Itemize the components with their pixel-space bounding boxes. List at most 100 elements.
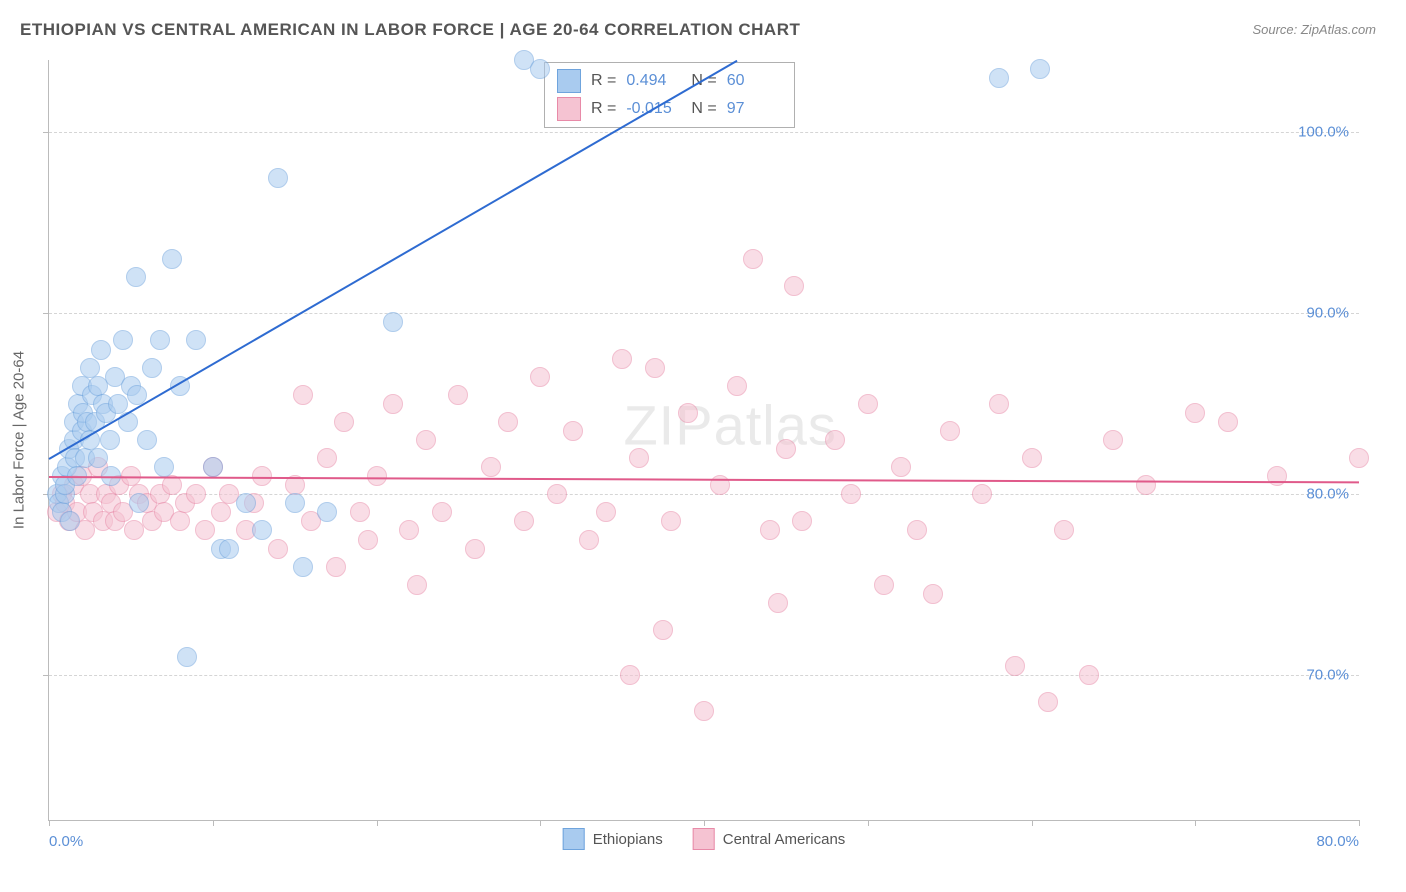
source-attribution: Source: ZipAtlas.com [1252,22,1376,37]
data-point [1103,430,1123,450]
data-point [743,249,763,269]
data-point [91,340,111,360]
data-point [760,520,780,540]
data-point [80,358,100,378]
data-point [162,249,182,269]
data-point [203,457,223,477]
data-point [923,584,943,604]
x-tick [704,820,705,826]
data-point [530,367,550,387]
data-point [907,520,927,540]
data-point [1136,475,1156,495]
data-point [416,430,436,450]
data-point [186,330,206,350]
data-point [989,394,1009,414]
data-point [88,448,108,468]
data-point [612,349,632,369]
data-point [350,502,370,522]
data-point [383,394,403,414]
data-point [465,539,485,559]
data-point [126,267,146,287]
y-axis-title: In Labor Force | Age 20-64 [11,351,28,529]
trend-line [49,476,1359,483]
gridline [49,132,1359,133]
stats-swatch-central-americans [557,97,581,121]
data-point [211,502,231,522]
data-point [326,557,346,577]
data-point [530,59,550,79]
data-point [940,421,960,441]
data-point [1038,692,1058,712]
data-point [448,385,468,405]
data-point [236,493,256,513]
data-point [383,312,403,332]
legend-label: Ethiopians [593,831,663,848]
data-point [137,430,157,450]
data-point [268,539,288,559]
data-point [727,376,747,396]
data-point [186,484,206,504]
data-point [1030,59,1050,79]
x-axis-max-label: 80.0% [1316,833,1359,850]
x-tick [213,820,214,826]
data-point [317,502,337,522]
data-point [252,520,272,540]
data-point [170,511,190,531]
data-point [1054,520,1074,540]
data-point [645,358,665,378]
data-point [124,520,144,540]
data-point [108,394,128,414]
data-point [367,466,387,486]
stats-n-value-central-americans: 97 [727,100,782,118]
x-tick [1359,820,1360,826]
data-point [142,358,162,378]
y-tick-label: 70.0% [1306,667,1349,684]
x-tick [1195,820,1196,826]
data-point [661,511,681,531]
data-point [563,421,583,441]
data-point [334,412,354,432]
x-tick [868,820,869,826]
legend-item-central-americans: Central Americans [693,828,846,850]
data-point [653,620,673,640]
data-point [1005,656,1025,676]
x-axis-min-label: 0.0% [49,833,83,850]
legend-swatch-ethiopians [563,828,585,850]
watermark: ZIPatlas [623,392,836,457]
stats-r-label: R = [591,100,616,118]
stats-n-value-ethiopians: 60 [727,72,782,90]
data-point [989,68,1009,88]
data-point [1218,412,1238,432]
data-point [1185,403,1205,423]
data-point [1349,448,1369,468]
data-point [407,575,427,595]
y-tick-label: 90.0% [1306,305,1349,322]
legend-label: Central Americans [723,831,846,848]
data-point [154,457,174,477]
data-point [768,593,788,613]
data-point [293,385,313,405]
y-tick-label: 100.0% [1298,124,1349,141]
data-point [694,701,714,721]
data-point [1079,665,1099,685]
data-point [678,403,698,423]
data-point [629,448,649,468]
data-point [498,412,518,432]
x-tick [540,820,541,826]
data-point [1022,448,1042,468]
data-point [776,439,796,459]
data-point [825,430,845,450]
data-point [100,430,120,450]
data-point [177,647,197,667]
x-tick [49,820,50,826]
data-point [317,448,337,468]
gridline [49,313,1359,314]
legend-swatch-central-americans [693,828,715,850]
legend: Ethiopians Central Americans [563,828,846,850]
data-point [113,330,133,350]
x-tick [377,820,378,826]
stats-r-value-ethiopians: 0.494 [626,72,681,90]
legend-item-ethiopians: Ethiopians [563,828,663,850]
chart-container: ETHIOPIAN VS CENTRAL AMERICAN IN LABOR F… [0,0,1406,892]
stats-r-label: R = [591,72,616,90]
